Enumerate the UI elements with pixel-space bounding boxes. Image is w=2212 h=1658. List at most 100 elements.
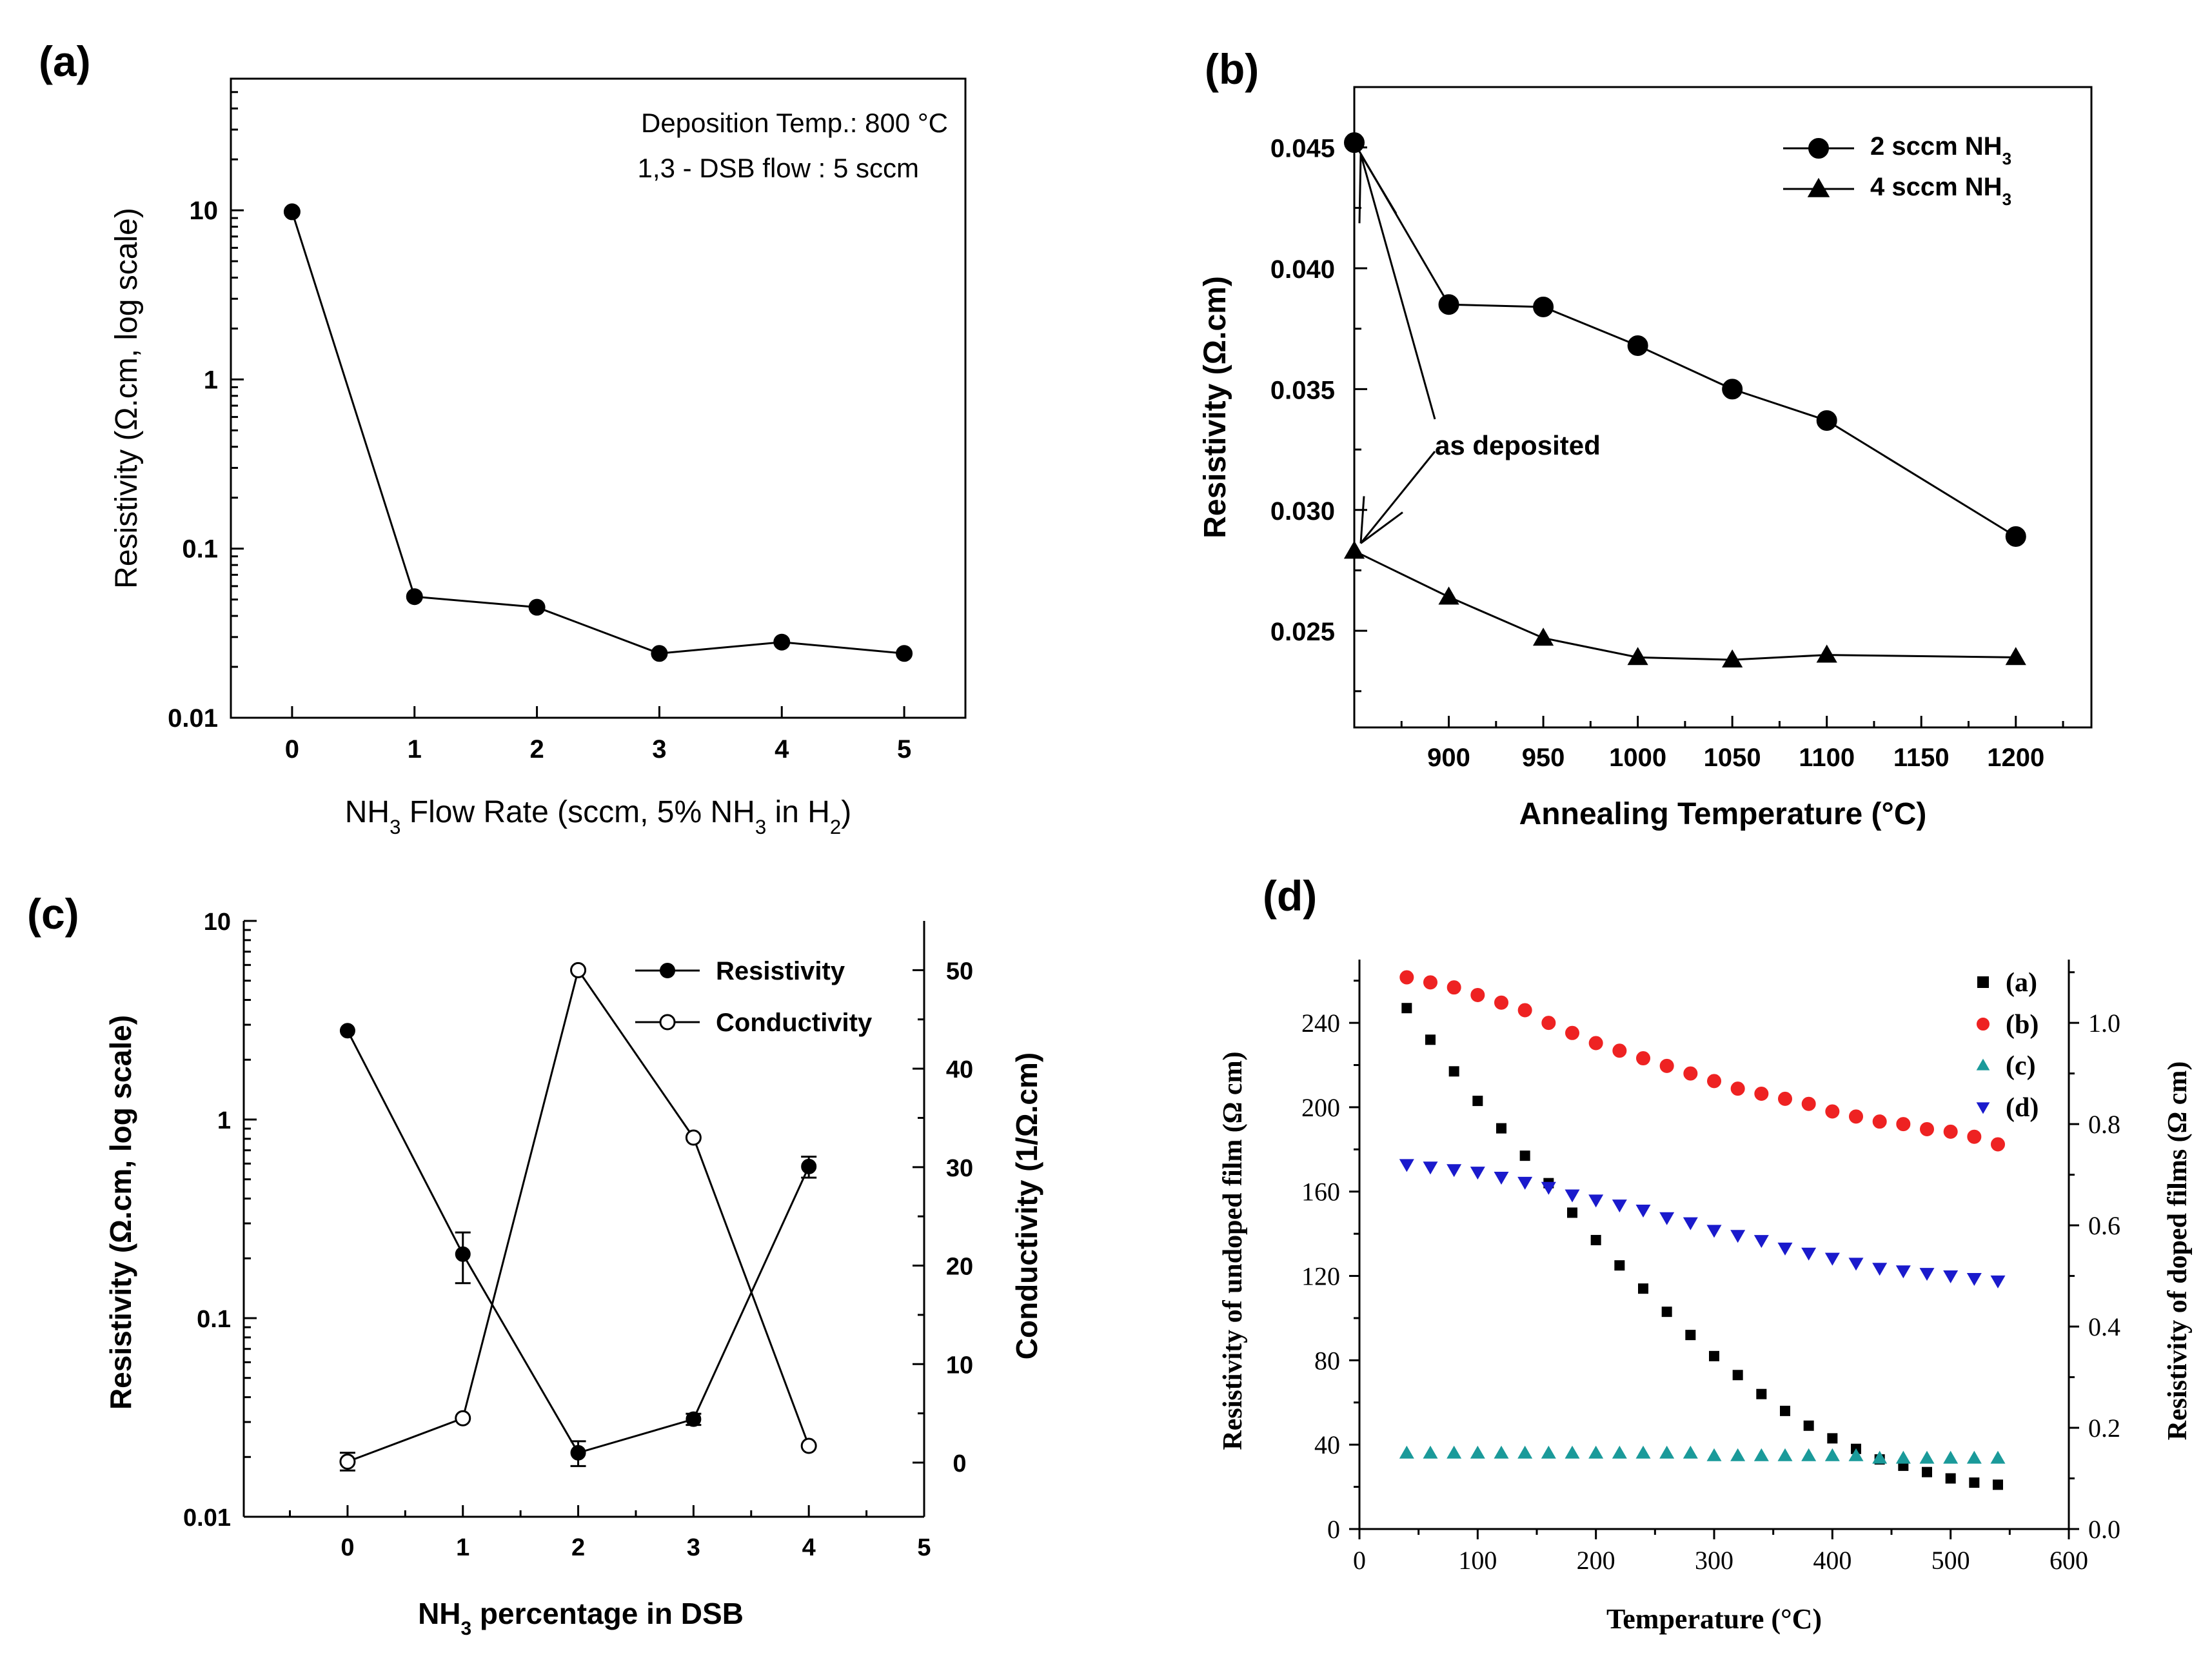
data-point: [1519, 1150, 1530, 1161]
y-tick-label: 0.040: [1270, 255, 1335, 284]
data-point: [1470, 1445, 1485, 1459]
data-point: [1494, 1172, 1509, 1185]
data-point: [1541, 1181, 1556, 1195]
legend-label: Conductivity: [716, 1009, 873, 1037]
y-tick-label: 160: [1301, 1178, 1340, 1207]
x-tick-label: 500: [1931, 1546, 1970, 1575]
data-point: [1922, 1466, 1932, 1477]
y2-tick-label: 0.4: [2088, 1312, 2120, 1341]
data-point: [1494, 995, 1508, 1010]
data-point: [1683, 1217, 1698, 1230]
data-point: [773, 633, 791, 651]
data-point: [1943, 1124, 1958, 1139]
data-point: [1990, 1275, 2006, 1288]
data-point: [1627, 335, 1648, 356]
data-point: [1722, 379, 1743, 400]
legend-marker: [1976, 1102, 1990, 1114]
legend-marker: [1977, 976, 1989, 988]
data-point: [1438, 586, 1459, 605]
data-point: [1635, 1205, 1651, 1218]
x-tick-label: 4: [802, 1534, 816, 1561]
data-point: [528, 598, 546, 616]
data-point: [1816, 410, 1837, 431]
data-point: [1993, 1479, 2003, 1490]
annotation-arrowhead: [1359, 496, 1365, 544]
data-point: [1730, 1448, 1746, 1461]
data-point: [1706, 1225, 1722, 1238]
y2-tick-label: 30: [946, 1155, 973, 1182]
data-point: [455, 1246, 471, 1262]
data-point: [1966, 1272, 1982, 1286]
data-point: [1494, 1445, 1509, 1459]
data-point: [1969, 1477, 1980, 1488]
y-tick-label: 0.035: [1270, 376, 1335, 404]
data-point: [1448, 1066, 1459, 1077]
data-point: [1801, 1096, 1816, 1111]
panel-label: (d): [1263, 872, 1317, 920]
data-point: [1496, 1123, 1506, 1134]
data-point: [1565, 1189, 1580, 1203]
data-point: [1343, 540, 1365, 559]
data-point: [1967, 1129, 1982, 1144]
data-point: [1401, 1003, 1412, 1014]
data-point: [1683, 1066, 1698, 1081]
x-tick-label: 5: [897, 735, 911, 764]
x-tick-label: 1200: [1987, 744, 2044, 772]
x-tick-label: 2: [529, 735, 544, 764]
data-point: [1709, 1350, 1719, 1361]
x-tick-label: 3: [687, 1534, 700, 1561]
data-point: [1447, 1164, 1462, 1178]
x-tick-label: 0: [285, 735, 299, 764]
data-point: [455, 1410, 471, 1426]
panel-label: (c): [27, 890, 79, 938]
legend-marker: [659, 1014, 676, 1031]
data-point: [1825, 1104, 1840, 1119]
x-tick-label: 900: [1427, 744, 1470, 772]
annotation-arrow: [1359, 451, 1436, 544]
legend-marker: [1808, 138, 1829, 159]
data-point: [1423, 1445, 1438, 1459]
data-point: [685, 1129, 702, 1146]
data-point: [1872, 1263, 1888, 1276]
data-point: [1919, 1450, 1935, 1464]
data-point: [1848, 1448, 1864, 1461]
x-tick-label: 1150: [1893, 744, 1950, 772]
data-point: [1399, 1445, 1414, 1459]
data-point: [1636, 1051, 1650, 1066]
x-tick-label: 1: [408, 735, 422, 764]
series-line-resistivity: [346, 1030, 810, 1454]
data-point: [1943, 1270, 1959, 1284]
data-point: [1541, 1445, 1556, 1459]
legend-label: (a): [2006, 968, 2037, 998]
y-tick-label: 10: [190, 197, 219, 225]
data-point: [283, 203, 301, 221]
data-point: [1801, 1448, 1817, 1461]
data-point: [1659, 1058, 1674, 1073]
y2-tick-label: 0.6: [2088, 1211, 2120, 1240]
data-point: [406, 588, 423, 606]
x-tick-label: 4: [775, 735, 789, 764]
x-tick-label: 400: [1813, 1546, 1852, 1575]
data-point: [1730, 1081, 1745, 1096]
y-tick-label: 0.1: [197, 1306, 231, 1333]
data-point: [686, 1411, 702, 1427]
x-tick-label: 100: [1458, 1546, 1497, 1575]
y-tick-label: 80: [1314, 1346, 1340, 1375]
data-point: [651, 645, 668, 662]
x-tick-label: 5: [917, 1534, 931, 1561]
data-point: [1990, 1450, 2006, 1464]
y-tick-label: 240: [1301, 1009, 1340, 1038]
legend-label: (c): [2006, 1051, 2036, 1081]
annotation-arrowhead: [1358, 154, 1362, 224]
annotation-arrowhead: [1360, 511, 1403, 544]
y2-tick-label: 0.2: [2088, 1414, 2120, 1443]
y-tick-label: 10: [204, 909, 231, 936]
data-point: [1872, 1450, 1888, 1464]
data-point: [1730, 1230, 1746, 1243]
data-point: [1816, 644, 1837, 663]
data-point: [896, 645, 913, 662]
y-axis-label: Resistivity (Ω.cm, log scale): [110, 208, 144, 589]
data-point: [1722, 649, 1743, 667]
x-tick-label: 1000: [1609, 744, 1666, 772]
data-point: [1423, 1161, 1438, 1175]
